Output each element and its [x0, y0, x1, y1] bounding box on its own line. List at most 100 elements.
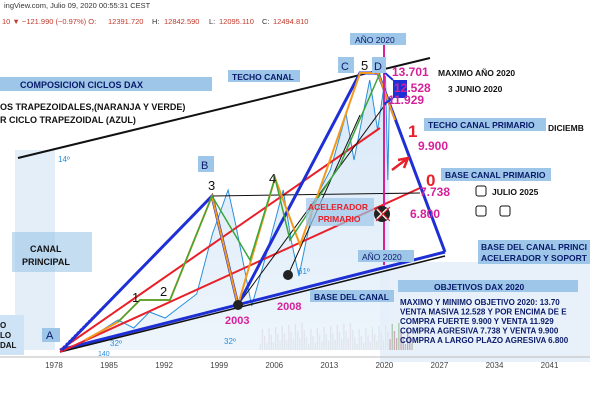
diagonal-black-2: [287, 114, 361, 276]
pivot-3: 3: [208, 178, 215, 193]
x-tick-label: 2041: [541, 361, 559, 370]
acelerador-2: PRIMARIO: [318, 214, 361, 224]
base-canal-line: [59, 250, 446, 352]
pivot-2: 2: [160, 284, 167, 299]
marker-2008: 2008: [277, 301, 301, 313]
volume-bar: [398, 323, 400, 350]
price-area: [86, 76, 390, 350]
header-high: 12842.590: [164, 17, 199, 26]
header-close-label: C:: [262, 17, 270, 26]
pivot-5: 5: [361, 58, 368, 73]
volume-bar: [393, 331, 396, 350]
pivot-4: 4: [269, 171, 276, 186]
techo-canal-line: [17, 57, 431, 159]
x-tick-label: 1985: [100, 361, 118, 370]
angle-140: 140: [98, 351, 110, 358]
x-icon-red: [375, 206, 391, 222]
x-tick-label: 1999: [210, 361, 228, 370]
circle-2003: [233, 300, 243, 310]
objetivos-list: MAXIMO Y MINIMO OBJETIVO 2020: 13.70VENT…: [400, 298, 569, 345]
composicion-box: [0, 77, 212, 91]
level-label: 11.929: [388, 93, 424, 107]
pivot-a: A: [46, 330, 54, 342]
left-bottom-1: O: [0, 321, 6, 330]
techo-primario-text: TECHO CANAL PRIMARIO: [428, 120, 535, 130]
max2020-text: MAXIMO AÑO 2020: [438, 68, 515, 78]
header-open: 12391.720: [108, 17, 143, 26]
volume-bar: [391, 324, 393, 350]
header-source: ingView.com, Julio 09, 2020 00:55:31 CES…: [4, 1, 151, 10]
left-bottom-2: LO: [0, 331, 11, 340]
volume-bar: [409, 336, 411, 350]
x-axis-ticks: 1978 1985 1992 1999 2006 2013 2020 2027 2034 2041: [45, 361, 559, 370]
pivot-d-box: [372, 57, 386, 73]
level-label: 9.900: [418, 139, 448, 153]
volume-bar: [396, 338, 398, 350]
pivot-1: 1: [132, 290, 139, 305]
base-canal-box: [310, 290, 394, 302]
left-bottom-3: DAL: [0, 341, 17, 350]
volume-bar: [389, 339, 391, 350]
red-line-1: [59, 127, 381, 351]
canal-principal-2: PRINCIPAL: [22, 257, 70, 267]
blue-marker-wings: [383, 71, 394, 105]
base-canal-text: BASE DEL CANAL: [314, 292, 389, 302]
level-label: 7.738: [420, 185, 450, 199]
x-tick-label: 2020: [375, 361, 393, 370]
canal-principal-1: CANAL: [30, 244, 62, 254]
composicion-text: COMPOSICION CICLOS DAX: [20, 80, 143, 90]
techo-canal-box: [228, 70, 300, 82]
x-tick-label: 2027: [431, 361, 449, 370]
acelerador-1: ACELERADOR: [308, 202, 368, 212]
objetivos-title: OBJETIVOS DAX 2020: [434, 282, 525, 292]
level-label: 12.528: [394, 81, 431, 95]
techo-primario-box: [424, 118, 546, 131]
volume-bar: [411, 343, 413, 350]
volume-bar: [400, 330, 402, 350]
marker-2003: 2003: [225, 315, 249, 327]
header-close: 12494.810: [273, 17, 308, 26]
horizontal-line: [211, 192, 421, 197]
ciclo-text: R CICLO TRAPEZOIDAL (AZUL): [0, 115, 136, 125]
ano2020-top-box: [350, 33, 406, 45]
base-primario-box: [441, 168, 551, 181]
base-canal-princ-1: BASE DEL CANAL PRINCI: [481, 242, 587, 252]
blue-marker-icon: [393, 80, 407, 98]
header-low-label: L:: [209, 17, 215, 26]
angle-61: 61º: [298, 267, 310, 276]
objetivo-line: VENTA MASIVA 12.528 Y POR ENCIMA DE E: [400, 308, 567, 317]
level-label: 6.800: [410, 207, 440, 221]
pivot-a-box: [42, 328, 60, 342]
objetivo-line: COMPRA A LARGO PLAZO AGRESIVA 6.800: [400, 336, 569, 345]
ano2020-top-text: AÑO 2020: [355, 35, 395, 45]
level-label: 13.701: [392, 65, 429, 79]
base-primario-text: BASE CANAL PRIMARIO: [445, 170, 546, 180]
header-bar: ingView.com, Julio 09, 2020 00:55:31 CES…: [2, 1, 308, 26]
pivot-c-box: [338, 57, 354, 73]
pivot-c: C: [341, 61, 349, 73]
objetivo-line: MAXIMO Y MINIMO OBJETIVO 2020: 13.70: [400, 298, 560, 307]
x-tick-label: 2034: [486, 361, 504, 370]
pivot-b: B: [201, 160, 208, 172]
base-canal-princ-box: [478, 240, 590, 264]
x-tick-label: 2013: [320, 361, 338, 370]
x-tick-label: 1978: [45, 361, 63, 370]
pivot-0: 0: [426, 171, 435, 190]
volume-bar: [404, 344, 407, 350]
volume-bar: [402, 337, 404, 350]
julio2025-text: JULIO 2025: [492, 187, 539, 197]
ano2020-bottom-text: AÑO 2020: [362, 252, 402, 262]
header-low: 12095.110: [219, 17, 254, 26]
base-canal-princ-2: ACELERADOR Y SOPORT: [481, 253, 588, 263]
red-arrow-icon: [391, 156, 411, 171]
header-change: 10 ▼ −121.990 (−0.97%) O:: [2, 17, 96, 26]
angle-32a: 32º: [224, 337, 236, 346]
header-high-label: H:: [152, 17, 160, 26]
objetivo-line: COMPRA AGRESIVA 7.738 Y VENTA 9.900: [400, 327, 559, 336]
green-cycle: [117, 72, 381, 323]
objetivo-line: COMPRA FUERTE 9.900 Y VENTA 11.929: [400, 317, 554, 326]
pivot-red-1: 1: [408, 122, 417, 141]
